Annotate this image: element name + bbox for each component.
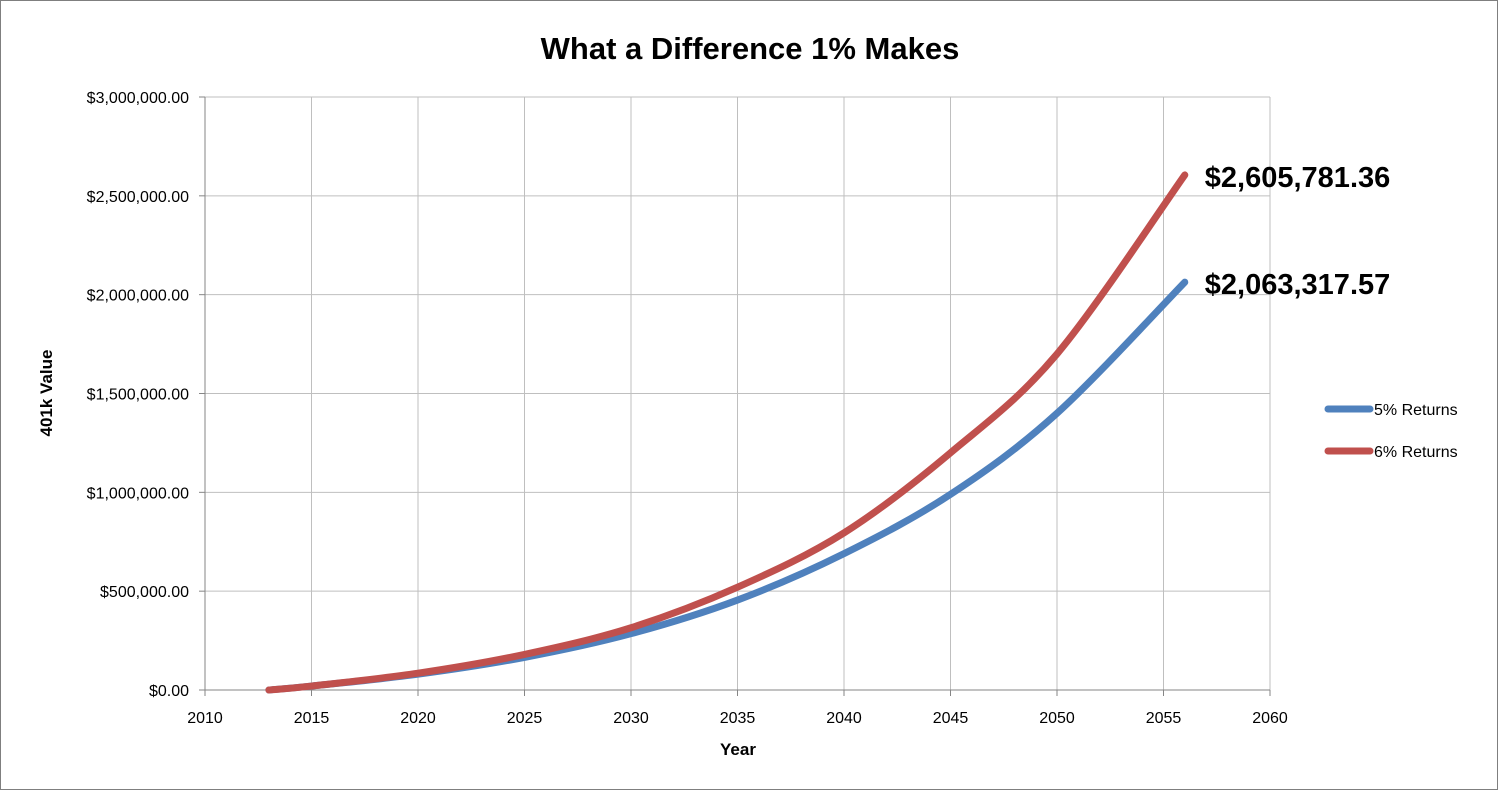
x-tick-label: 2050 [1039, 710, 1075, 727]
x-tick-label: 2060 [1252, 710, 1288, 727]
y-tick-label: $0.00 [149, 683, 189, 700]
series-line-six-percent [265, 171, 1189, 694]
y-tick-label: $500,000.00 [100, 584, 189, 601]
x-tick-label: 2035 [720, 710, 756, 727]
series-end-label: $2,605,781.36 [1205, 162, 1390, 194]
series-line-five-percent [265, 278, 1189, 694]
legend: 5% Returns 6% Returns [1324, 402, 1458, 461]
x-tick-label: 2040 [826, 710, 862, 727]
x-tick-label: 2030 [613, 710, 649, 727]
y-tick-label: $2,500,000.00 [87, 189, 189, 206]
y-tick-label: $2,000,000.00 [87, 288, 189, 305]
legend-label: 6% Returns [1374, 444, 1458, 461]
series-end-label: $2,063,317.57 [1205, 269, 1390, 301]
legend-label: 5% Returns [1374, 402, 1458, 419]
end-labels: $2,063,317.57 $2,605,781.36 [1205, 162, 1390, 301]
y-axis-title: 401k Value [37, 350, 56, 437]
x-tick-label: 2055 [1146, 710, 1182, 727]
y-tick-label: $1,000,000.00 [87, 485, 189, 502]
x-tick-label: 2045 [933, 710, 969, 727]
axes: 2010 2015 2020 2025 2030 2035 2040 2045 2050 2055… [87, 90, 1288, 727]
chart-title: What a Difference 1% Makes [541, 31, 960, 66]
y-tick-label: $3,000,000.00 [87, 90, 189, 107]
y-tick-label: $1,500,000.00 [87, 387, 189, 404]
series-lines [265, 171, 1189, 694]
x-tick-label: 2010 [187, 710, 223, 727]
x-tick-label: 2025 [507, 710, 543, 727]
x-tick-label: 2015 [294, 710, 330, 727]
x-tick-label: 2020 [400, 710, 436, 727]
grid [205, 96, 1271, 690]
x-axis-title: Year [720, 740, 756, 759]
